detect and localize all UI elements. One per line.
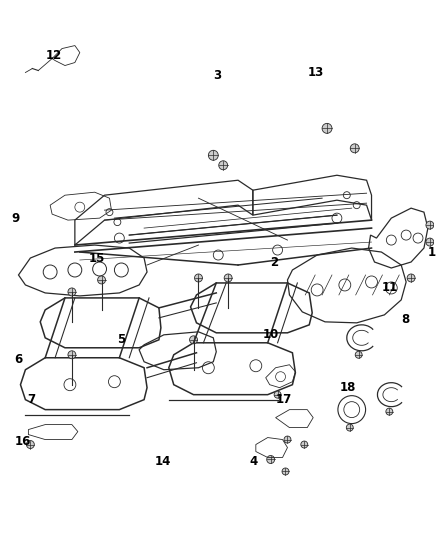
Circle shape	[190, 336, 198, 344]
Text: 1: 1	[428, 246, 436, 259]
Text: 10: 10	[263, 328, 279, 341]
Text: 2: 2	[270, 255, 278, 269]
Text: 12: 12	[46, 49, 63, 62]
Circle shape	[274, 391, 281, 398]
Circle shape	[98, 276, 106, 284]
Text: 17: 17	[276, 393, 292, 406]
Text: 5: 5	[117, 333, 126, 346]
Circle shape	[386, 408, 393, 415]
Circle shape	[68, 351, 76, 359]
Circle shape	[224, 274, 232, 282]
Text: 16: 16	[14, 435, 31, 448]
Text: 8: 8	[401, 313, 410, 326]
Circle shape	[350, 144, 359, 153]
Circle shape	[322, 123, 332, 133]
Circle shape	[267, 456, 275, 464]
Circle shape	[346, 424, 353, 431]
Text: 13: 13	[307, 66, 324, 79]
Circle shape	[26, 441, 34, 449]
Circle shape	[284, 436, 291, 443]
Circle shape	[407, 274, 415, 282]
Text: 9: 9	[11, 212, 20, 224]
Text: 14: 14	[155, 455, 171, 468]
Circle shape	[68, 288, 76, 296]
Text: 6: 6	[14, 353, 23, 366]
Circle shape	[208, 150, 218, 160]
Circle shape	[301, 441, 308, 448]
Circle shape	[194, 274, 202, 282]
Circle shape	[355, 351, 362, 358]
Text: 11: 11	[381, 281, 398, 294]
Text: 7: 7	[28, 393, 35, 406]
Text: 4: 4	[250, 455, 258, 468]
Text: 3: 3	[213, 69, 222, 82]
Circle shape	[426, 221, 434, 229]
Circle shape	[219, 161, 228, 169]
Text: 15: 15	[89, 252, 105, 264]
Circle shape	[426, 238, 434, 246]
Text: 18: 18	[340, 381, 356, 394]
Circle shape	[282, 468, 289, 475]
